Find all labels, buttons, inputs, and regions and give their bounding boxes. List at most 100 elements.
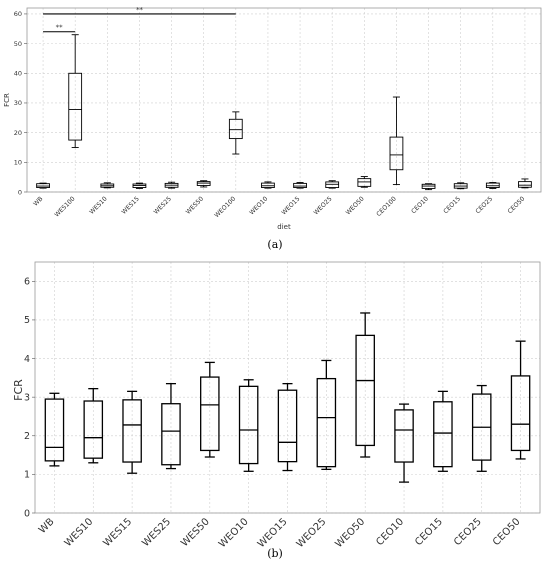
x-tick-label: CEO50 [491,516,523,548]
x-tick-label: WEO25 [313,195,334,216]
panel-b-boxes [44,312,531,483]
box-CEO25 [471,384,492,472]
x-tick-label: CEO25 [474,195,494,215]
box-WES50 [200,361,220,458]
iqr-box [122,399,142,463]
x-tick-label: WES10 [63,516,96,549]
x-tick-label: WEO15 [280,195,301,216]
box-CEO50 [510,340,531,460]
box-WES10 [83,388,104,464]
x-tick-label: WB [32,195,44,207]
box-WES25 [164,181,179,189]
y-tick-label: 5 [24,315,30,326]
x-tick-label: CEO25 [452,516,484,548]
y-tick-label: 30 [14,99,22,107]
x-tick-label: CEO15 [442,195,462,215]
box-WEO50 [355,312,375,458]
x-tick-label: CEO10 [410,195,430,215]
x-tick-label: WES25 [153,195,173,215]
iqr-box [394,409,414,463]
iqr-box [200,376,220,452]
box-WEO25 [316,359,337,471]
iqr-box [357,178,372,187]
box-WEO15 [293,182,307,189]
panel-b-plot-frame [34,261,541,514]
x-tick-label: WEO25 [295,516,329,550]
panel-a-plot-frame [26,7,542,193]
x-tick-label: CEO15 [413,516,445,548]
y-tick-label: 50 [14,40,22,48]
box-WEO25 [325,180,340,189]
iqr-box [316,377,337,468]
x-tick-label: WES15 [102,516,135,549]
x-tick-label: WES10 [88,195,108,215]
x-tick-label: WES50 [185,195,205,215]
iqr-box [389,136,404,171]
y-tick-label: 60 [14,10,22,18]
iqr-box [510,375,531,452]
iqr-box [161,403,181,466]
box-CEO50 [518,178,532,189]
x-tick-label: WEO100 [213,195,237,219]
panel-a-y-axis-label: FCR [3,93,11,107]
box-WES25 [161,382,181,470]
panel-a-chart: 0 10 20 30 40 50 60 WB WES100 WES10 WES15 WES25 WES… [3,6,542,251]
box-CEO100 [389,96,404,186]
box-WB [44,392,65,467]
x-tick-label: CEO100 [375,195,398,218]
box-WEO15 [277,382,298,472]
box-WEO10 [261,181,275,189]
box-WES15 [132,182,147,189]
box-WB [36,182,50,189]
box-WES10 [100,182,115,189]
iqr-box [518,181,532,188]
x-tick-label: CEO50 [507,195,527,215]
panel-b-y-ticks: 0 1 2 3 4 5 6 [24,277,35,519]
panel-b-chart: 0 1 2 3 4 5 6 WB WES10 WES15 WES25 WES50 WEO10 WEO15… [12,261,541,560]
panel-a-x-axis-label: diet [277,223,291,231]
iqr-box [293,182,307,188]
iqr-box [238,385,259,465]
box-WEO10 [238,379,259,472]
x-tick-label: WES100 [53,195,76,218]
y-tick-label: 6 [24,277,30,288]
x-tick-label: WES15 [120,195,140,215]
x-tick-label: WEO15 [256,516,290,550]
x-tick-label: WEO50 [334,516,368,550]
iqr-box [355,334,375,447]
iqr-box [228,118,243,140]
x-tick-label: WEO10 [248,195,269,216]
y-tick-label: 1 [24,470,30,481]
panel-b-y-axis-label: FCR [12,379,25,401]
y-tick-label: 0 [24,508,30,519]
iqr-box [433,401,453,468]
panel-a-y-ticks: 0 10 20 30 40 50 60 [14,10,27,196]
box-CEO25 [485,182,500,189]
y-tick-label: 2 [24,431,30,442]
y-tick-label: 0 [18,188,22,196]
y-tick-label: 20 [14,129,22,137]
significance-stars: ** [56,24,64,32]
panel-a-significance: ** ** [43,6,236,33]
x-tick-label: CEO10 [374,516,406,548]
box-CEO15 [433,390,453,472]
panel-a-grid [27,8,541,193]
box-WES15 [122,390,142,474]
x-tick-label: WB [37,516,57,536]
iqr-box [277,389,298,463]
y-tick-label: 10 [14,159,22,167]
significance-stars: ** [136,6,144,14]
y-tick-label: 4 [24,354,30,365]
box-CEO10 [421,183,436,191]
box-CEO15 [453,182,468,190]
panel-a-boxes [36,34,532,191]
iqr-box [68,72,83,141]
x-tick-label: WEO10 [217,516,251,550]
panel-a-x-ticks: WB WES100 WES10 WES15 WES25 WES50 WEO100 WEO10 W… [32,195,526,219]
iqr-box [83,400,104,459]
box-WEO50 [357,176,372,188]
box-CEO10 [394,403,414,483]
box-WES50 [196,180,211,188]
panel-a-caption: (a) [267,238,282,251]
